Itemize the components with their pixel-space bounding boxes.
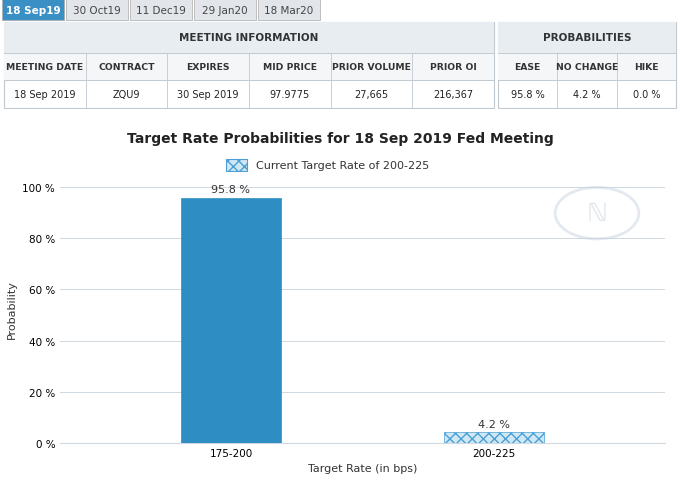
Text: HIKE: HIKE (634, 62, 659, 72)
Text: 97.9775: 97.9775 (270, 90, 310, 100)
Text: ℕ: ℕ (587, 202, 607, 225)
FancyBboxPatch shape (194, 0, 256, 21)
Text: MEETING DATE: MEETING DATE (6, 62, 84, 72)
Text: 95.8 %: 95.8 % (511, 90, 545, 100)
Bar (444, 432, 544, 443)
FancyBboxPatch shape (258, 0, 320, 21)
Text: EXPIRES: EXPIRES (186, 62, 230, 72)
Text: Current Target Rate of 200-225: Current Target Rate of 200-225 (256, 161, 430, 170)
FancyBboxPatch shape (4, 54, 494, 81)
Text: 95.8 %: 95.8 % (211, 185, 250, 195)
Text: 29 Jan20: 29 Jan20 (202, 5, 248, 16)
FancyBboxPatch shape (4, 23, 494, 109)
Text: 18 Mar20: 18 Mar20 (265, 5, 313, 16)
Text: PROBABILITIES: PROBABILITIES (543, 33, 631, 43)
Text: Target Rate Probabilities for 18 Sep 2019 Fed Meeting: Target Rate Probabilities for 18 Sep 201… (126, 131, 554, 145)
Bar (226, 159, 248, 171)
Text: CONTRACT: CONTRACT (98, 62, 155, 72)
Text: MID PRICE: MID PRICE (263, 62, 317, 72)
Text: 0.0 %: 0.0 % (632, 90, 660, 100)
X-axis label: Target Rate (in bps): Target Rate (in bps) (308, 464, 418, 473)
Text: 11 Dec19: 11 Dec19 (136, 5, 186, 16)
Text: EASE: EASE (515, 62, 541, 72)
FancyBboxPatch shape (66, 0, 128, 21)
FancyBboxPatch shape (498, 23, 676, 109)
Text: 18 Sep19: 18 Sep19 (5, 5, 61, 16)
FancyBboxPatch shape (498, 54, 676, 81)
Text: 18 Sep 2019: 18 Sep 2019 (14, 90, 75, 100)
Text: 27,665: 27,665 (354, 90, 388, 100)
Text: 30 Sep 2019: 30 Sep 2019 (177, 90, 239, 100)
FancyBboxPatch shape (498, 23, 676, 54)
Text: 4.2 %: 4.2 % (478, 419, 510, 429)
Text: PRIOR OI: PRIOR OI (430, 62, 477, 72)
Text: PRIOR VOLUME: PRIOR VOLUME (332, 62, 411, 72)
Text: ZQU9: ZQU9 (113, 90, 140, 100)
Text: 216,367: 216,367 (433, 90, 473, 100)
Text: 4.2 %: 4.2 % (573, 90, 601, 100)
FancyBboxPatch shape (2, 0, 64, 21)
Bar (181, 198, 281, 443)
Text: 30 Oct19: 30 Oct19 (73, 5, 121, 16)
FancyBboxPatch shape (4, 23, 494, 54)
Y-axis label: Probability: Probability (7, 280, 17, 338)
FancyBboxPatch shape (130, 0, 192, 21)
Text: NO CHANGE: NO CHANGE (556, 62, 618, 72)
Text: MEETING INFORMATION: MEETING INFORMATION (180, 33, 319, 43)
